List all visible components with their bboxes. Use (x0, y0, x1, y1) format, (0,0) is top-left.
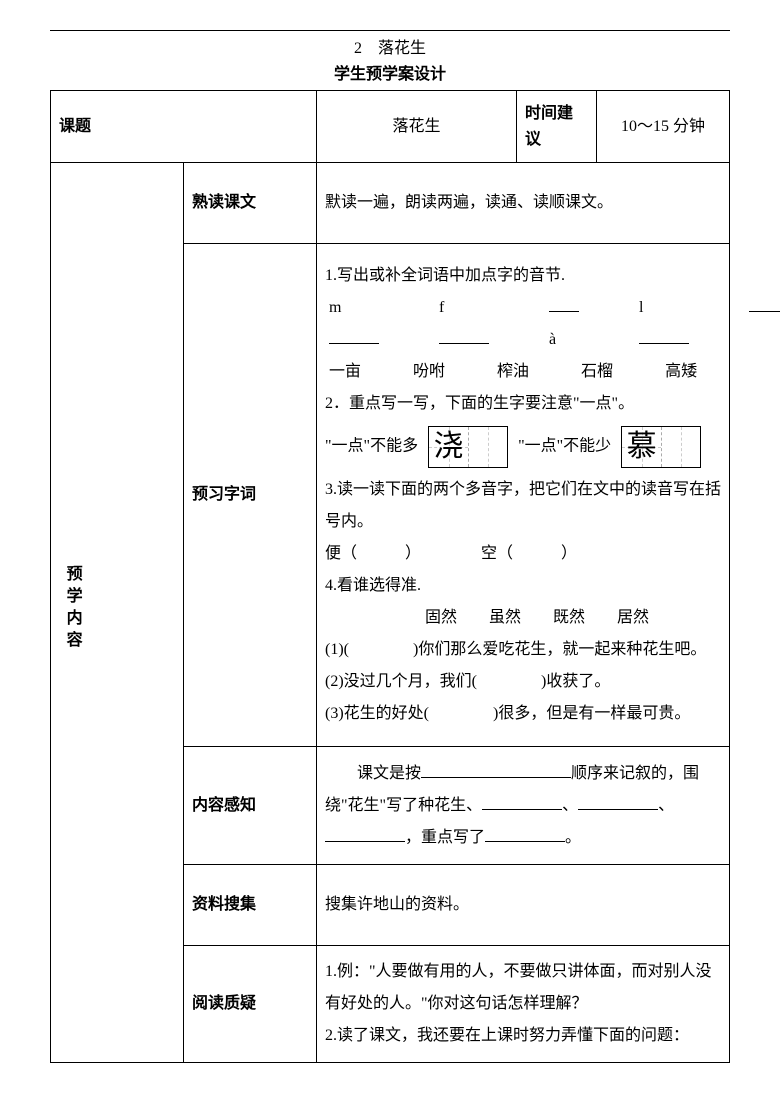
yuxi-line4: 4.看谁选得准. (325, 570, 721, 602)
hanzi-3: 榨油 (497, 356, 529, 388)
sidebar-cell: 预学内容 (51, 163, 184, 1063)
hanzi-2: 吩咐 (413, 356, 445, 388)
yuedu-label: 阅读质疑 (184, 945, 317, 1063)
tip1a: "一点"不能多 (325, 438, 418, 455)
shudu-row: 预学内容 熟读课文 默读一遍，朗读两遍，读通、读顺课文。 (51, 163, 730, 244)
sidebar-label: 预学内容 (59, 565, 85, 653)
pinyin-3: à (549, 292, 579, 356)
tip1b: "一点"不能少 (518, 438, 611, 455)
q1: (1)( )你们那么爱吃花生，就一起来种花生吧。 (325, 634, 721, 666)
duoyin-2: 空（ ） (481, 545, 577, 562)
hanzi-5: 高矮 (665, 356, 697, 388)
shudu-label: 熟读课文 (184, 163, 317, 244)
top-rule (50, 30, 730, 31)
keti-value: 落花生 (317, 91, 517, 163)
neirong-content: 课文是按顺序来记叙的，围绕"花生"写了种花生、、、，重点写了。 (317, 747, 730, 865)
time-value: 10～15 分钟 (597, 91, 730, 163)
lesson-number: 2 (354, 36, 362, 62)
duoyin-1: 便（ ） (325, 545, 413, 562)
yuedu-content: 1.例："人要做有用的人，不要做只讲体面，而对别人没有好处的人。"你对这句话怎样… (317, 945, 730, 1063)
worksheet-table: 课题 落花生 时间建议 10～15 分钟 预学内容 熟读课文 默读一遍，朗读两遍… (50, 90, 730, 1063)
hanzi-row: 一亩 吩咐 榨油 石榴 高矮 (325, 356, 721, 388)
duoyin-row: 便（ ） 空（ ） (325, 538, 721, 570)
q2: (2)没过几个月，我们( )收获了。 (325, 666, 721, 698)
choice-words: 固然 虽然 既然 居然 (325, 602, 721, 634)
pinyin-1: m (329, 292, 379, 356)
yuedu-line2: 2.读了课文，我还要在上课时努力弄懂下面的问题： (325, 1020, 721, 1052)
pinyin-row: m f à l (325, 292, 721, 356)
hanzi-1: 一亩 (329, 356, 361, 388)
pinyin-5 (749, 292, 780, 356)
char-grid-2: 慕 (621, 426, 701, 468)
yuedu-line1: 1.例："人要做有用的人，不要做只讲体面，而对别人没有好处的人。"你对这句话怎样… (325, 956, 721, 1020)
q3: (3)花生的好处( )很多，但是有一样最可贵。 (325, 698, 721, 730)
neirong-label: 内容感知 (184, 747, 317, 865)
pinyin-2: f (439, 292, 489, 356)
char-grid-1: 浇 (428, 426, 508, 468)
time-label: 时间建议 (517, 91, 597, 163)
yuxi-content: 1.写出或补全词语中加点字的音节. m f à l 一亩 吩咐 榨油 石榴 高矮… (317, 243, 730, 746)
yuxi-line2: 2．重点写一写，下面的生字要注意"一点"。 (325, 388, 721, 420)
hanzi-4: 石榴 (581, 356, 613, 388)
shudu-content: 默读一遍，朗读两遍，读通、读顺课文。 (317, 163, 730, 244)
ziliao-content: 搜集许地山的资料。 (317, 865, 730, 946)
yuxi-line1: 1.写出或补全词语中加点字的音节. (325, 260, 721, 292)
header-row: 课题 落花生 时间建议 10～15 分钟 (51, 91, 730, 163)
grid-char-row: "一点"不能多 浇 "一点"不能少 慕 (325, 426, 721, 468)
yuxi-line3: 3.读一读下面的两个多音字，把它们在文中的读音写在括号内。 (325, 474, 721, 538)
pinyin-4: l (639, 292, 689, 356)
keti-label: 课题 (51, 91, 317, 163)
lesson-title: 落花生 (378, 40, 426, 57)
ziliao-label: 资料搜集 (184, 865, 317, 946)
yuxi-label: 预习字词 (184, 243, 317, 746)
doc-header: 2 落花生 学生预学案设计 (50, 36, 730, 87)
lesson-subtitle: 学生预学案设计 (334, 66, 446, 83)
